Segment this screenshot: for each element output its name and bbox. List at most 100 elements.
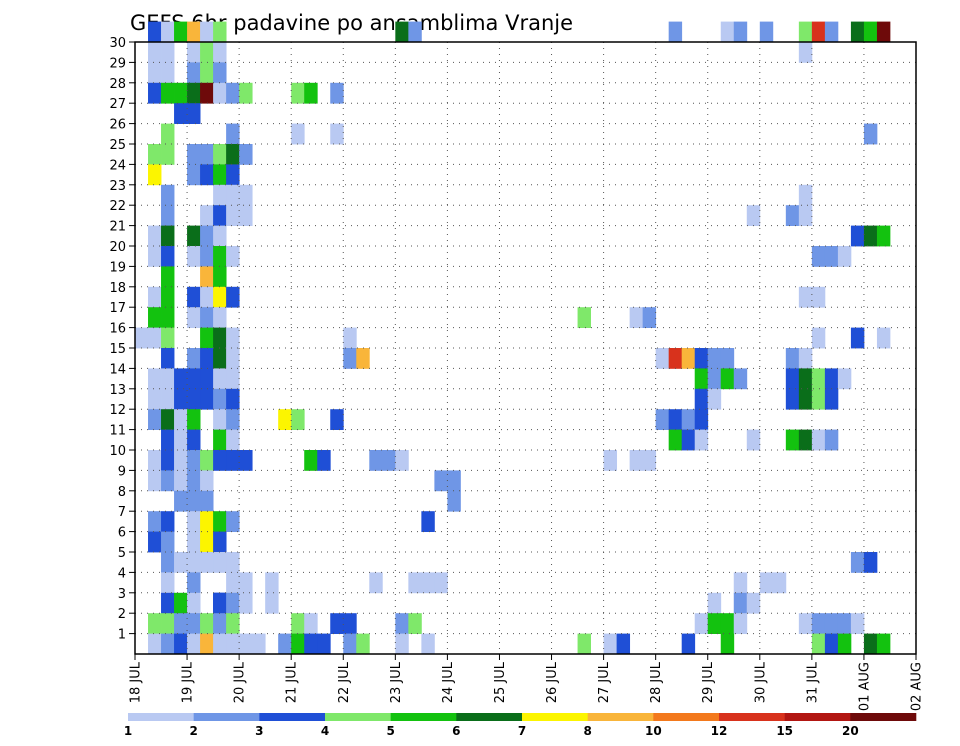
heatmap-cell [330, 409, 344, 430]
heatmap-cell [616, 633, 631, 655]
heatmap-cell [200, 613, 214, 634]
heatmap-cell [161, 450, 175, 471]
heatmap-cell [668, 409, 683, 430]
gridlines [135, 42, 916, 654]
heatmap-cell [330, 613, 344, 634]
heatmap-cell [746, 429, 761, 451]
heatmap-cell [707, 613, 722, 634]
heatmap-cell [213, 327, 227, 349]
heatmap-cell [746, 592, 761, 614]
heatmap-cell [707, 388, 722, 410]
heatmap-cell [187, 450, 201, 471]
heatmap-cell [148, 409, 162, 430]
heatmap-cell [785, 368, 800, 390]
heatmap-cell [213, 429, 227, 451]
heatmap-cell [876, 633, 891, 655]
y-axis-ticks: 1234567891011121314151617181920212223242… [109, 36, 135, 643]
heatmap-cell [850, 21, 865, 43]
y-tick-label: 9 [118, 464, 126, 479]
heatmap-cell [421, 511, 435, 532]
heatmap-cell [655, 348, 670, 369]
heatmap-cell [434, 572, 448, 594]
heatmap-cell [720, 348, 735, 369]
heatmap-cell [200, 164, 214, 186]
heatmap-cell [161, 388, 175, 410]
x-tick-label: 31 JUL [805, 661, 820, 703]
heatmap-cell [174, 82, 188, 104]
heatmap-cell [213, 511, 227, 532]
heatmap-cell [174, 388, 188, 410]
heatmap-cell [161, 42, 175, 63]
legend-swatch [456, 713, 523, 721]
heatmap-cell [213, 62, 227, 84]
heatmap-cell [213, 225, 227, 247]
y-tick-label: 12 [109, 403, 126, 418]
legend-label: 7 [518, 724, 526, 738]
heatmap-cell [148, 62, 162, 84]
heatmap-cell [161, 429, 175, 451]
heatmap-cell [161, 592, 175, 614]
heatmap-cell [824, 368, 839, 390]
heatmap-cell [876, 327, 891, 349]
heatmap-cell [421, 633, 435, 655]
legend-label: 3 [255, 724, 263, 738]
heatmap-cell [798, 613, 813, 634]
heatmap-cell [187, 225, 201, 247]
y-tick-label: 2 [118, 607, 126, 622]
heatmap-cell [265, 572, 279, 594]
heatmap-cell [239, 205, 253, 226]
heatmap-cell [174, 633, 188, 655]
heatmap-cell [733, 21, 748, 43]
heatmap-cell [278, 409, 292, 430]
legend-label: 10 [645, 724, 662, 738]
heatmap-cell [447, 470, 461, 492]
heatmap-cell [759, 21, 774, 43]
x-tick-label: 21 JUL [285, 661, 300, 703]
heatmap-cell [148, 633, 162, 655]
heatmap-cell [148, 286, 162, 308]
heatmap-cell [447, 490, 461, 512]
heatmap-cell [824, 613, 839, 634]
heatmap-cell [161, 266, 175, 288]
x-tick-label: 25 JUL [493, 661, 508, 703]
y-tick-label: 30 [109, 36, 126, 51]
heatmap-cell [395, 613, 409, 634]
heatmap-cell [850, 613, 865, 634]
heatmap-cell [187, 388, 201, 410]
heatmap-cell [200, 490, 214, 512]
heatmap-cell [174, 103, 188, 124]
y-tick-label: 10 [109, 444, 126, 459]
heatmap-cell [421, 572, 435, 594]
y-tick-label: 8 [118, 485, 126, 500]
heatmap-cell [187, 144, 201, 165]
heatmap-cell [174, 613, 188, 634]
heatmap-cell [343, 348, 357, 369]
heatmap-cell [226, 552, 240, 573]
heatmap-cell [343, 613, 357, 634]
heatmap-cell [161, 633, 175, 655]
heatmap-cell [668, 348, 683, 369]
y-tick-label: 25 [109, 138, 126, 153]
heatmap-cell [200, 327, 214, 349]
heatmap-cell [837, 613, 852, 634]
heatmap-cell [239, 572, 253, 594]
heatmap-cell [798, 21, 813, 43]
heatmap-cell [720, 368, 735, 390]
heatmap-cell [161, 552, 175, 573]
heatmap-cell [161, 409, 175, 430]
x-tick-label: 19 JUL [181, 661, 196, 703]
heatmap-cell [876, 21, 891, 43]
heatmap-cell [707, 348, 722, 369]
heatmap-cell [733, 592, 748, 614]
heatmap-cell [720, 613, 735, 634]
heatmap-cell [681, 429, 696, 451]
heatmap-cell [811, 327, 826, 349]
heatmap-cell [187, 633, 201, 655]
heatmap-cell [759, 572, 774, 594]
heatmap-cell [200, 246, 214, 267]
heatmap-cell [200, 470, 214, 492]
heatmap-cell [733, 572, 748, 594]
heatmap-cell [200, 82, 214, 104]
heatmap-cell [200, 511, 214, 532]
heatmap-cell [811, 429, 826, 451]
